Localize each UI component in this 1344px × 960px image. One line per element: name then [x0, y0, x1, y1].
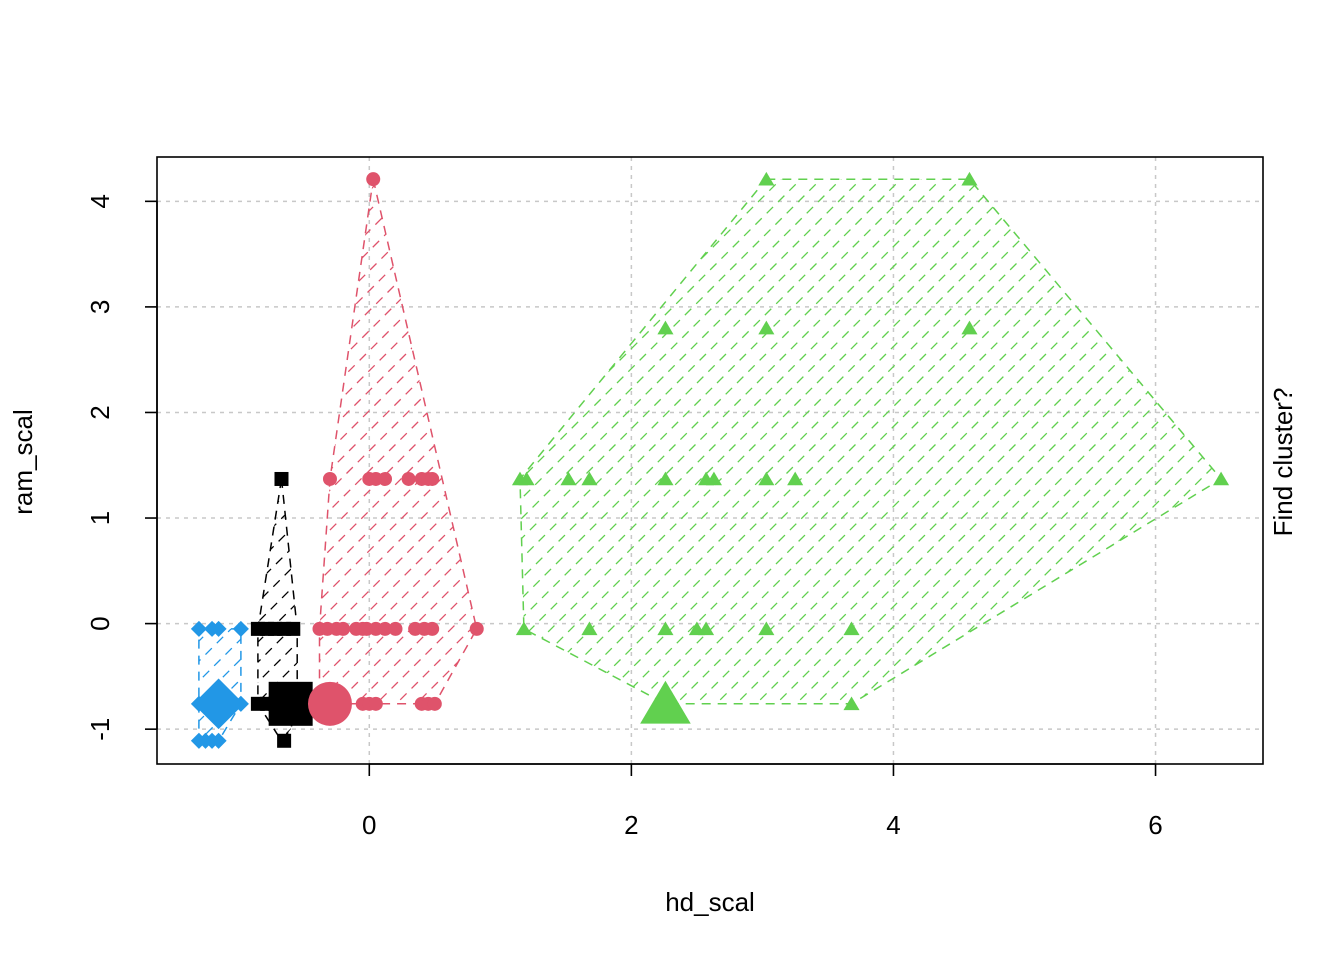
- x-tick-label: 0: [362, 810, 376, 840]
- data-point: [210, 620, 227, 637]
- y-tick-label: 2: [85, 405, 115, 419]
- y-tick-label: 3: [85, 300, 115, 314]
- data-point: [469, 621, 484, 636]
- data-point: [378, 621, 393, 636]
- data-point: [787, 471, 804, 486]
- data-point: [843, 696, 860, 711]
- data-point: [581, 471, 598, 486]
- data-point: [657, 471, 674, 486]
- data-point: [560, 471, 577, 486]
- right-axis-title: Find cluster?: [1268, 388, 1298, 537]
- data-point: [758, 171, 775, 186]
- data-point: [758, 320, 775, 335]
- x-tick-label: 6: [1148, 810, 1162, 840]
- data-point: [961, 320, 978, 335]
- x-tick-label: 4: [886, 810, 900, 840]
- y-tick-label: 1: [85, 511, 115, 525]
- data-point: [190, 620, 207, 637]
- grid-lines: [157, 157, 1263, 764]
- data-point: [210, 732, 227, 749]
- data-point: [843, 621, 860, 636]
- data-point: [388, 621, 403, 636]
- cluster-centroid: [193, 678, 244, 730]
- y-tick-label: -1: [85, 718, 115, 741]
- data-point: [401, 471, 416, 486]
- data-point: [705, 471, 722, 486]
- data-point: [518, 471, 535, 486]
- plot-frame: [156, 156, 1264, 765]
- data-point: [366, 172, 381, 187]
- data-point: [657, 320, 674, 335]
- data-point: [515, 621, 532, 636]
- x-axis-title: hd_scal: [665, 887, 755, 917]
- data-point: [961, 171, 978, 186]
- y-tick-label: 0: [85, 616, 115, 630]
- x-axis: 0 2 4 6: [362, 763, 1163, 840]
- data-point: [1213, 471, 1230, 486]
- y-axis-title: ram_scal: [8, 409, 38, 514]
- data-point: [368, 696, 383, 711]
- data-point: [425, 471, 440, 486]
- cluster-centroid: [640, 680, 691, 724]
- data-point: [336, 621, 351, 636]
- x-tick-label: 2: [624, 810, 638, 840]
- cluster-hull: [519, 178, 1223, 705]
- data-point: [581, 621, 598, 636]
- data-point: [698, 621, 715, 636]
- y-tick-label: 4: [85, 194, 115, 208]
- data-point: [427, 696, 442, 711]
- data-point: [758, 471, 775, 486]
- data-point: [322, 471, 337, 486]
- cluster-centroid: [307, 681, 352, 726]
- cluster-centroid: [268, 681, 313, 726]
- data-point: [378, 471, 393, 486]
- data-point: [758, 621, 775, 636]
- data-point: [657, 621, 674, 636]
- data-point: [232, 620, 249, 637]
- data-point: [277, 733, 292, 748]
- y-axis: -1 0 1 2 3 4: [85, 194, 158, 741]
- data-point: [286, 621, 301, 636]
- cluster-points: [190, 171, 1230, 749]
- data-point: [274, 471, 289, 486]
- data-point: [425, 621, 440, 636]
